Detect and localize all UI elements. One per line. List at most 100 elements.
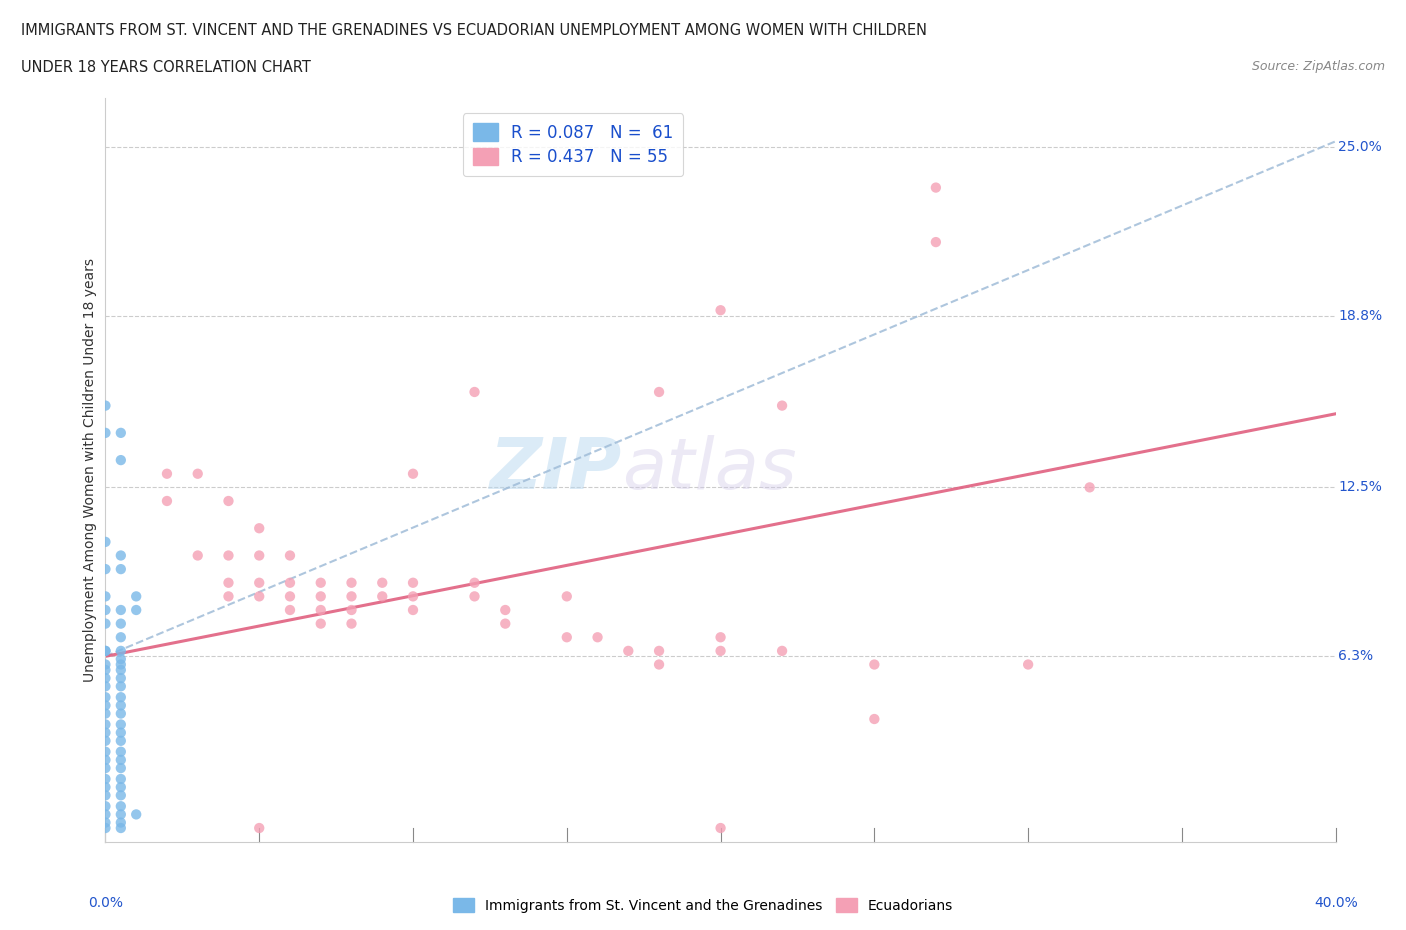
Point — [94, 761, 117, 776]
Point — [125, 807, 148, 822]
Text: ZIP: ZIP — [489, 435, 621, 504]
Point — [110, 453, 132, 468]
Point — [94, 589, 117, 604]
Point — [110, 617, 132, 631]
Point — [94, 807, 117, 822]
Point — [94, 662, 117, 677]
Text: 12.5%: 12.5% — [1339, 481, 1382, 495]
Text: UNDER 18 YEARS CORRELATION CHART: UNDER 18 YEARS CORRELATION CHART — [21, 60, 311, 75]
Point — [371, 576, 394, 591]
Point — [94, 725, 117, 740]
Point — [309, 603, 332, 618]
Point — [247, 548, 270, 563]
Point — [464, 576, 486, 591]
Point — [110, 562, 132, 577]
Point — [863, 711, 886, 726]
Point — [94, 734, 117, 749]
Point — [110, 761, 132, 776]
Point — [648, 384, 671, 399]
Point — [247, 820, 270, 835]
Point — [94, 799, 117, 814]
Point — [110, 788, 132, 803]
Point — [464, 384, 486, 399]
Point — [156, 466, 179, 481]
Point — [278, 576, 301, 591]
Point — [1017, 658, 1039, 672]
Point — [110, 752, 132, 767]
Point — [371, 589, 394, 604]
Point — [278, 603, 301, 618]
Point — [94, 779, 117, 794]
Point — [340, 603, 363, 618]
Y-axis label: Unemployment Among Women with Children Under 18 years: Unemployment Among Women with Children U… — [83, 258, 97, 682]
Text: atlas: atlas — [621, 435, 797, 504]
Point — [218, 494, 240, 509]
Point — [710, 630, 733, 644]
Point — [710, 644, 733, 658]
Point — [555, 589, 578, 604]
Point — [110, 671, 132, 685]
Point — [110, 658, 132, 672]
Text: 18.8%: 18.8% — [1339, 309, 1382, 323]
Point — [110, 799, 132, 814]
Legend: Immigrants from St. Vincent and the Grenadines, Ecuadorians: Immigrants from St. Vincent and the Gren… — [447, 893, 959, 919]
Point — [494, 603, 516, 618]
Point — [617, 644, 640, 658]
Point — [94, 644, 117, 658]
Point — [94, 644, 117, 658]
Point — [770, 398, 793, 413]
Point — [278, 548, 301, 563]
Point — [648, 658, 671, 672]
Text: IMMIGRANTS FROM ST. VINCENT AND THE GRENADINES VS ECUADORIAN UNEMPLOYMENT AMONG : IMMIGRANTS FROM ST. VINCENT AND THE GREN… — [21, 23, 927, 38]
Text: 25.0%: 25.0% — [1339, 140, 1382, 153]
Point — [402, 603, 425, 618]
Point — [94, 425, 117, 440]
Point — [110, 717, 132, 732]
Text: 40.0%: 40.0% — [1313, 897, 1358, 910]
Point — [187, 548, 209, 563]
Point — [94, 690, 117, 705]
Point — [340, 617, 363, 631]
Point — [402, 589, 425, 604]
Point — [110, 772, 132, 787]
Legend: R = 0.087   N =  61, R = 0.437   N = 55: R = 0.087 N = 61, R = 0.437 N = 55 — [463, 113, 683, 177]
Point — [110, 548, 132, 563]
Point — [110, 630, 132, 644]
Point — [110, 679, 132, 694]
Point — [925, 234, 948, 249]
Point — [94, 772, 117, 787]
Point — [110, 644, 132, 658]
Point — [110, 807, 132, 822]
Point — [125, 603, 148, 618]
Point — [110, 820, 132, 835]
Point — [110, 698, 132, 712]
Point — [94, 398, 117, 413]
Point — [94, 744, 117, 759]
Point — [94, 820, 117, 835]
Point — [110, 652, 132, 667]
Point — [110, 706, 132, 721]
Point — [94, 752, 117, 767]
Point — [710, 303, 733, 318]
Point — [218, 589, 240, 604]
Point — [94, 815, 117, 830]
Point — [110, 734, 132, 749]
Point — [340, 576, 363, 591]
Text: Source: ZipAtlas.com: Source: ZipAtlas.com — [1251, 60, 1385, 73]
Point — [464, 589, 486, 604]
Point — [710, 820, 733, 835]
Point — [110, 603, 132, 618]
Point — [94, 788, 117, 803]
Point — [94, 671, 117, 685]
Point — [586, 630, 609, 644]
Point — [925, 180, 948, 195]
Point — [94, 717, 117, 732]
Point — [247, 521, 270, 536]
Point — [247, 589, 270, 604]
Point — [110, 690, 132, 705]
Point — [94, 617, 117, 631]
Point — [1078, 480, 1101, 495]
Point — [218, 548, 240, 563]
Point — [555, 630, 578, 644]
Point — [110, 725, 132, 740]
